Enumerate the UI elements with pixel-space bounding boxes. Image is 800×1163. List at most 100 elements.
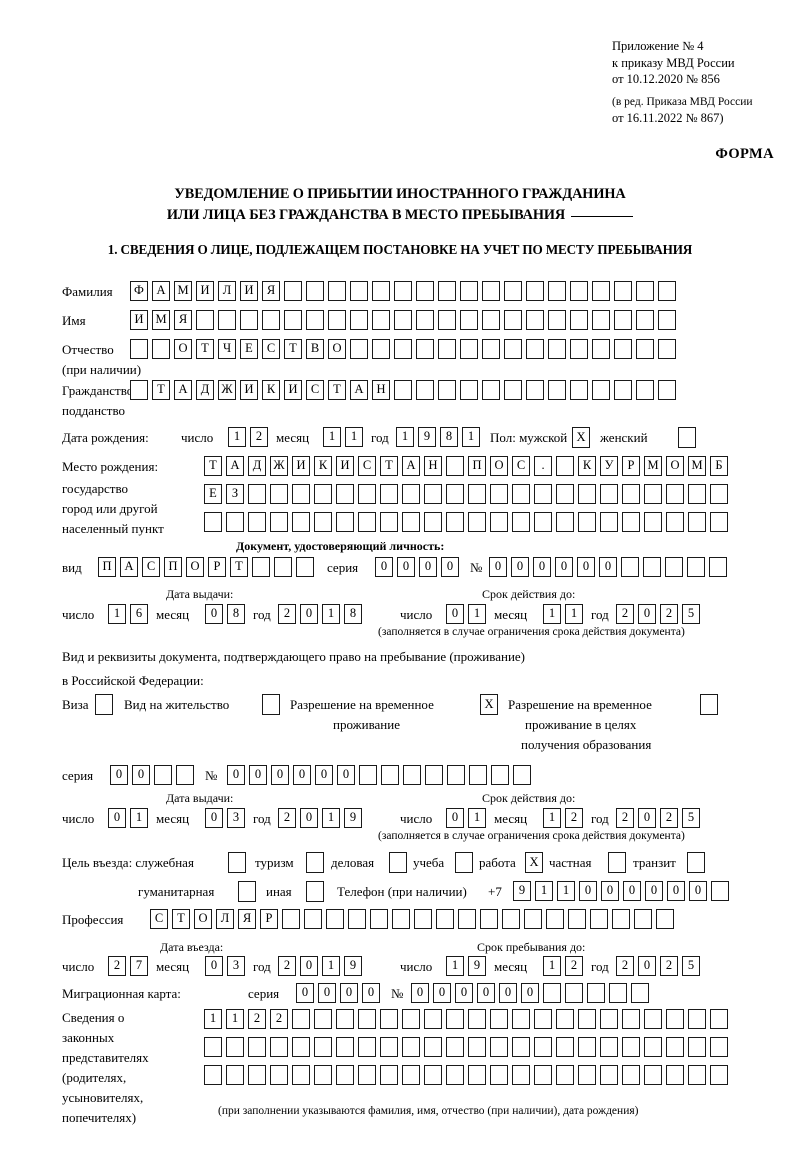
char-box[interactable]: 2 xyxy=(248,1009,266,1029)
char-box[interactable] xyxy=(634,909,652,929)
char-box[interactable] xyxy=(314,512,332,532)
char-box[interactable] xyxy=(372,339,390,359)
char-box[interactable]: 0 xyxy=(521,983,539,1003)
char-box[interactable]: 3 xyxy=(227,808,245,828)
char-box[interactable] xyxy=(350,339,368,359)
char-box[interactable]: 2 xyxy=(565,956,583,976)
char-box[interactable] xyxy=(460,380,478,400)
char-box[interactable]: 0 xyxy=(446,808,464,828)
char-box[interactable] xyxy=(424,1037,442,1057)
char-box[interactable]: А xyxy=(152,281,170,301)
char-box[interactable]: 2 xyxy=(660,604,678,624)
char-box[interactable]: У xyxy=(600,456,618,476)
char-box[interactable]: 5 xyxy=(682,956,700,976)
char-box[interactable] xyxy=(204,1037,222,1057)
char-box[interactable] xyxy=(380,1009,398,1029)
char-box[interactable] xyxy=(358,1065,376,1085)
char-box[interactable] xyxy=(262,310,280,330)
char-box[interactable] xyxy=(556,484,574,504)
char-box[interactable] xyxy=(688,1065,706,1085)
char-box[interactable]: 2 xyxy=(616,808,634,828)
char-box[interactable]: 2 xyxy=(250,427,268,447)
char-box[interactable] xyxy=(534,1037,552,1057)
char-box[interactable]: 0 xyxy=(638,604,656,624)
char-box[interactable] xyxy=(304,909,322,929)
char-box[interactable] xyxy=(568,909,586,929)
char-box[interactable]: 1 xyxy=(323,427,341,447)
char-box[interactable] xyxy=(226,1037,244,1057)
char-box[interactable]: 0 xyxy=(205,808,223,828)
char-box[interactable]: Т xyxy=(196,339,214,359)
char-box[interactable] xyxy=(578,484,596,504)
char-box[interactable] xyxy=(548,310,566,330)
char-box[interactable] xyxy=(631,983,649,1003)
char-box[interactable] xyxy=(600,484,618,504)
char-box[interactable]: 0 xyxy=(441,557,459,577)
char-box[interactable] xyxy=(578,512,596,532)
purpose-study-checkbox[interactable] xyxy=(455,852,473,873)
char-box[interactable] xyxy=(644,484,662,504)
char-box[interactable]: 0 xyxy=(300,808,318,828)
char-box[interactable] xyxy=(490,512,508,532)
char-box[interactable] xyxy=(658,339,676,359)
char-box[interactable] xyxy=(424,512,442,532)
char-box[interactable]: 0 xyxy=(499,983,517,1003)
char-box[interactable] xyxy=(446,512,464,532)
char-box[interactable] xyxy=(482,339,500,359)
char-box[interactable] xyxy=(358,1009,376,1029)
char-box[interactable] xyxy=(248,1037,266,1057)
char-box[interactable] xyxy=(458,909,476,929)
char-box[interactable] xyxy=(358,512,376,532)
char-box[interactable] xyxy=(636,281,654,301)
char-box[interactable]: 1 xyxy=(322,808,340,828)
char-box[interactable]: 2 xyxy=(565,808,583,828)
char-box[interactable] xyxy=(326,909,344,929)
char-box[interactable] xyxy=(710,1009,728,1029)
char-box[interactable]: Ф xyxy=(130,281,148,301)
char-box[interactable]: М xyxy=(688,456,706,476)
char-box[interactable] xyxy=(548,380,566,400)
char-box[interactable]: 2 xyxy=(108,956,126,976)
char-box[interactable] xyxy=(292,1037,310,1057)
char-box[interactable] xyxy=(614,281,632,301)
char-box[interactable]: 0 xyxy=(601,881,619,901)
char-box[interactable]: К xyxy=(262,380,280,400)
char-box[interactable] xyxy=(656,909,674,929)
char-box[interactable] xyxy=(513,765,531,785)
char-box[interactable]: Т xyxy=(328,380,346,400)
char-box[interactable]: Т xyxy=(230,557,248,577)
char-box[interactable]: А xyxy=(120,557,138,577)
char-box[interactable]: П xyxy=(98,557,116,577)
char-box[interactable]: 1 xyxy=(226,1009,244,1029)
char-box[interactable] xyxy=(592,310,610,330)
char-box[interactable] xyxy=(424,484,442,504)
char-box[interactable]: 0 xyxy=(249,765,267,785)
char-box[interactable] xyxy=(711,881,729,901)
char-box[interactable]: Л xyxy=(218,281,236,301)
char-box[interactable] xyxy=(154,765,172,785)
char-box[interactable] xyxy=(570,310,588,330)
char-box[interactable] xyxy=(546,909,564,929)
char-box[interactable] xyxy=(446,484,464,504)
char-box[interactable]: С xyxy=(306,380,324,400)
char-box[interactable] xyxy=(665,557,683,577)
char-box[interactable] xyxy=(709,557,727,577)
char-box[interactable] xyxy=(381,765,399,785)
char-box[interactable]: 1 xyxy=(228,427,246,447)
char-box[interactable] xyxy=(644,512,662,532)
char-box[interactable] xyxy=(556,512,574,532)
char-box[interactable] xyxy=(446,1009,464,1029)
char-box[interactable] xyxy=(666,1037,684,1057)
char-box[interactable]: 1 xyxy=(557,881,575,901)
char-box[interactable] xyxy=(402,1065,420,1085)
char-box[interactable] xyxy=(248,512,266,532)
char-box[interactable]: Я xyxy=(262,281,280,301)
char-box[interactable] xyxy=(556,1009,574,1029)
char-box[interactable] xyxy=(658,281,676,301)
char-box[interactable]: 0 xyxy=(296,983,314,1003)
